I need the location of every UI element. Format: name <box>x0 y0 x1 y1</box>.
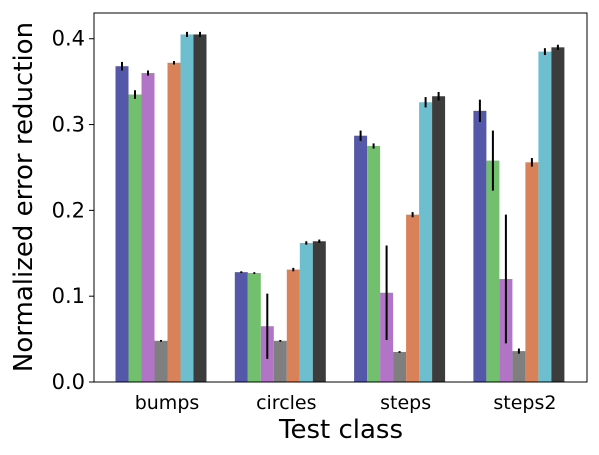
bar-steps-series-5 <box>406 214 420 382</box>
bar-steps-series-2 <box>367 146 381 382</box>
bar-circles-series-1 <box>234 272 248 382</box>
bar-bumps-series-4 <box>154 340 168 382</box>
bar-circles-series-5 <box>286 269 300 382</box>
bar-bumps-series-1 <box>115 66 129 382</box>
y-tick-label: 0.0 <box>52 370 85 394</box>
bar-steps2-series-6 <box>538 51 552 383</box>
bar-steps2-series-7 <box>551 47 565 382</box>
bars-layer <box>115 34 565 383</box>
y-tick-label: 0.3 <box>52 113 85 137</box>
bar-steps2-series-1 <box>473 110 487 382</box>
error-bars-layer <box>121 31 559 359</box>
y-tick-label: 0.1 <box>52 284 85 308</box>
bar-bumps-series-5 <box>167 62 181 383</box>
y-tick-label: 0.4 <box>52 27 85 51</box>
bar-circles-series-2 <box>247 273 261 382</box>
x-tick-label-bumps: bumps <box>135 392 200 414</box>
bar-steps2-series-4 <box>512 351 526 382</box>
y-tick-label: 0.2 <box>52 198 85 222</box>
bar-bumps-series-6 <box>180 34 194 382</box>
bar-steps-series-6 <box>419 102 433 382</box>
x-tick-label-steps2: steps2 <box>493 392 556 414</box>
bar-steps-series-1 <box>354 135 368 382</box>
bar-bumps-series-3 <box>141 73 155 382</box>
x-axis: bumps circles steps steps2 <box>135 392 557 414</box>
bar-bumps-series-2 <box>128 94 142 383</box>
bar-circles-series-6 <box>299 242 313 382</box>
x-axis-title: Test class <box>278 415 403 445</box>
bar-steps2-series-2 <box>486 160 500 382</box>
x-tick-label-steps: steps <box>380 392 431 414</box>
x-tick-label-circles: circles <box>256 392 316 414</box>
bar-steps-series-7 <box>432 96 446 383</box>
y-axis: 0.0 0.1 0.2 0.3 0.4 <box>52 27 94 394</box>
bar-steps-series-4 <box>393 351 407 382</box>
bar-bumps-series-7 <box>193 34 207 382</box>
plot-frame <box>93 12 588 383</box>
y-axis-title: Normalized error reduction <box>9 22 39 372</box>
bar-circles-series-4 <box>273 340 287 382</box>
bar-steps2-series-5 <box>525 162 539 382</box>
bar-circles-series-7 <box>312 241 326 382</box>
